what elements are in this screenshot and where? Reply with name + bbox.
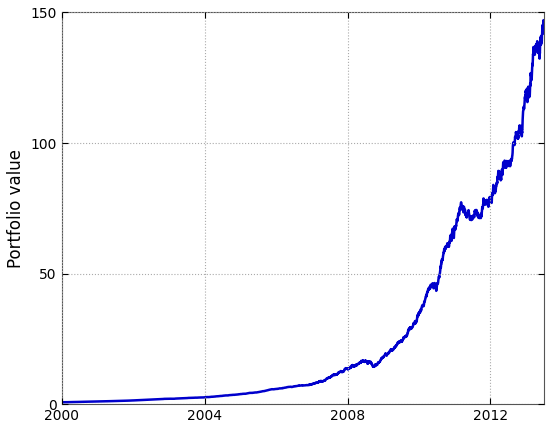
Y-axis label: Portfolio value: Portfolio value [7,149,25,268]
